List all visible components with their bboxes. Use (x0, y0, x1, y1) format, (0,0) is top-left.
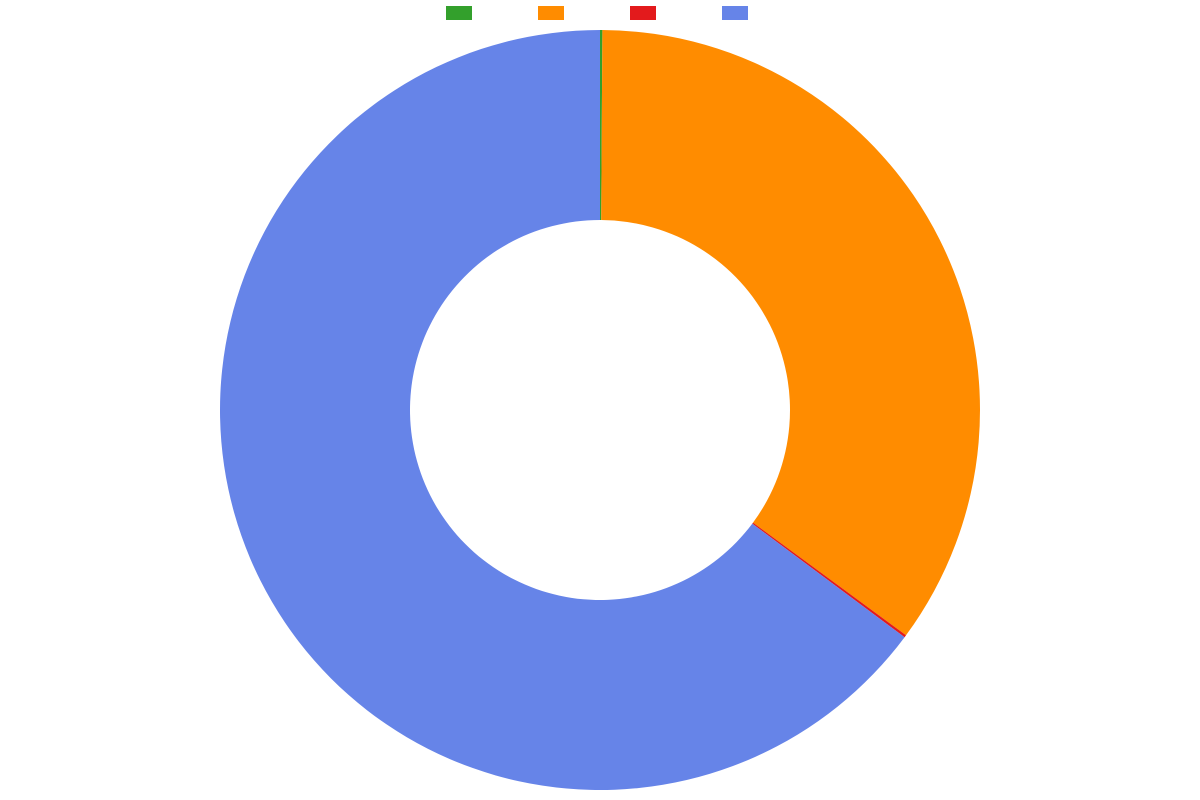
legend-swatch-3 (722, 6, 748, 20)
donut-chart-wrap (0, 20, 1200, 800)
legend (0, 6, 1200, 20)
donut-slice-1 (601, 30, 980, 635)
legend-item-1 (538, 6, 570, 20)
legend-swatch-2 (630, 6, 656, 20)
legend-swatch-0 (446, 6, 472, 20)
legend-item-0 (446, 6, 478, 20)
donut-chart (0, 20, 1200, 800)
legend-swatch-1 (538, 6, 564, 20)
chart-stage (0, 0, 1200, 800)
legend-item-2 (630, 6, 662, 20)
legend-item-3 (722, 6, 754, 20)
